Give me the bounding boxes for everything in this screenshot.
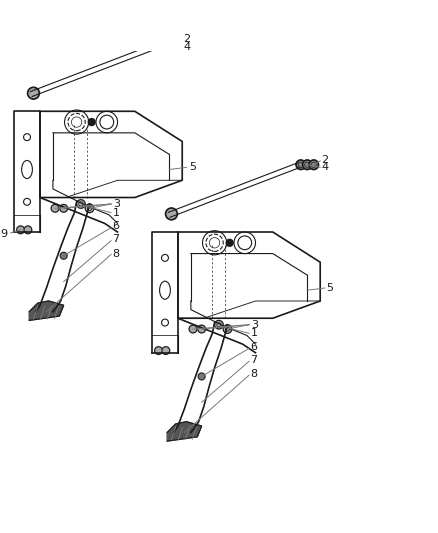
Circle shape [51, 205, 59, 212]
Text: 1: 1 [251, 328, 258, 338]
Text: 8: 8 [251, 369, 258, 379]
Text: 3: 3 [113, 199, 120, 209]
Text: 2: 2 [321, 155, 328, 165]
Circle shape [166, 208, 177, 220]
Text: 9: 9 [0, 229, 7, 239]
Polygon shape [29, 301, 64, 320]
Circle shape [296, 160, 306, 169]
Circle shape [60, 252, 67, 259]
Text: 8: 8 [113, 248, 120, 259]
Text: 6: 6 [251, 342, 258, 352]
Text: 5: 5 [327, 283, 334, 293]
Circle shape [77, 200, 85, 208]
Circle shape [17, 226, 25, 234]
Text: 6: 6 [113, 221, 120, 231]
Circle shape [85, 204, 94, 213]
Circle shape [158, 39, 168, 49]
Circle shape [198, 373, 205, 380]
Text: 3: 3 [251, 320, 258, 330]
Circle shape [60, 205, 67, 212]
Text: 7: 7 [113, 235, 120, 244]
Circle shape [165, 39, 174, 49]
Text: 2: 2 [184, 34, 191, 44]
Circle shape [29, 89, 38, 98]
Circle shape [309, 160, 318, 169]
Circle shape [171, 39, 180, 49]
Text: 4: 4 [321, 163, 328, 172]
Circle shape [223, 325, 232, 333]
Circle shape [155, 346, 162, 354]
Circle shape [88, 119, 95, 125]
Circle shape [28, 87, 39, 99]
Text: 7: 7 [251, 355, 258, 365]
Circle shape [303, 160, 312, 169]
Circle shape [162, 346, 170, 354]
Text: 4: 4 [184, 42, 191, 52]
Circle shape [24, 226, 32, 234]
Circle shape [189, 325, 197, 333]
Text: 5: 5 [189, 163, 196, 172]
Circle shape [198, 325, 205, 333]
Circle shape [226, 239, 233, 246]
Circle shape [167, 209, 176, 218]
Text: 1: 1 [113, 208, 120, 217]
Circle shape [215, 320, 223, 329]
Polygon shape [167, 422, 201, 441]
